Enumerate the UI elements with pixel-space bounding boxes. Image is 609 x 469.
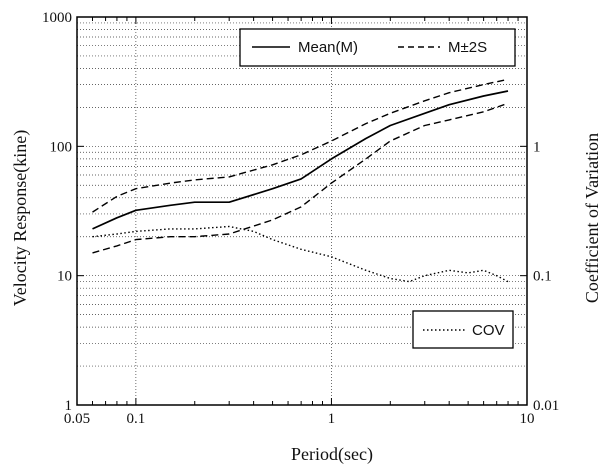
plot-frame (76, 16, 528, 406)
tick-labels: 0.05 0.1 1 10 1 10 100 1000 0.01 0.1 1 (42, 10, 559, 427)
y2-tick-label: 0.1 (533, 269, 552, 285)
y-axis-label: Velocity Response(kine) (10, 130, 31, 306)
legend-bottom: COV (412, 310, 514, 349)
series-line-cov (92, 225, 509, 283)
series-line-mean-m- (92, 90, 509, 230)
legend-top: Mean(M) M±2S (239, 28, 516, 67)
series-line-m-2s (92, 102, 509, 254)
x-tick-label: 10 (520, 411, 535, 427)
y2-tick-label: 0.01 (533, 398, 559, 414)
ticks (76, 16, 528, 406)
y-tick-label: 100 (50, 139, 73, 155)
series-layer (92, 78, 509, 283)
legend-cov-label: COV (472, 322, 505, 339)
series-line-m-2s (92, 78, 509, 213)
y-tick-label: 1000 (42, 10, 72, 26)
y2-axis-label: Coefficient of Variation (582, 133, 602, 303)
x-tick-label: 0.1 (126, 411, 145, 427)
x-axis-label: Period(sec) (291, 444, 373, 465)
x-tick-label: 0.05 (64, 411, 90, 427)
y-tick-label: 10 (57, 269, 72, 285)
legend-band-label: M±2S (448, 39, 487, 56)
x-tick-label: 1 (328, 411, 336, 427)
legend-mean-label: Mean(M) (298, 39, 358, 56)
y-tick-label: 1 (65, 398, 73, 414)
y2-tick-label: 1 (533, 139, 541, 155)
